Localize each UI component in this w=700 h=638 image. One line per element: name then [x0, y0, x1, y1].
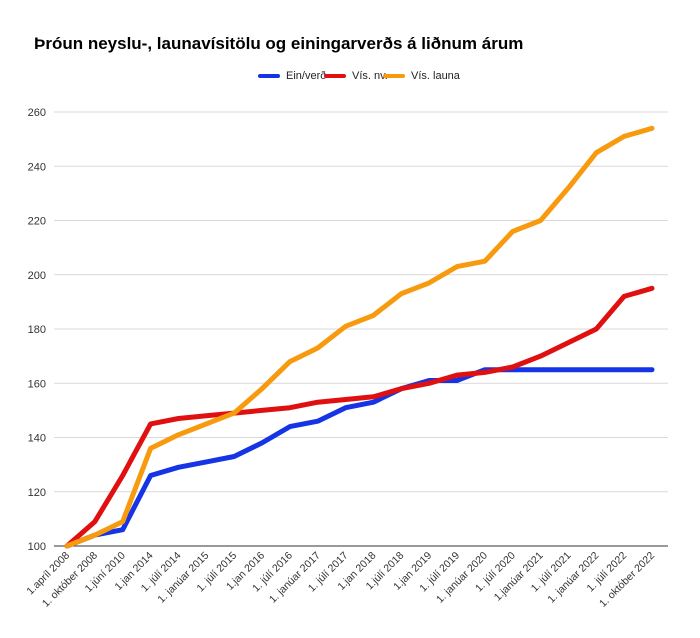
y-tick-label: 120 [28, 487, 46, 499]
legend-swatch-vis-launa [383, 74, 405, 78]
legend-label-vis-launa: Vís. launa [411, 70, 460, 82]
legend-swatch-vis-nv [324, 74, 346, 78]
legend-label-ein-verd: Ein/verð [286, 70, 327, 82]
chart-title: Þróun neyslu-, launavísitölu og einingar… [34, 34, 524, 53]
y-tick-label: 260 [28, 107, 46, 119]
y-tick-label: 200 [28, 270, 46, 282]
y-tick-label: 240 [28, 161, 46, 173]
y-tick-label: 180 [28, 324, 46, 336]
y-tick-label: 220 [28, 216, 46, 228]
chart-legend: Ein/verð Vís. nv. Vís. launa [0, 70, 700, 90]
legend-item-vis-launa[interactable]: Vís. launa [383, 70, 460, 82]
legend-item-vis-nv[interactable]: Vís. nv. [324, 70, 388, 82]
series-line-vis-nv [64, 285, 655, 549]
legend-label-vis-nv: Vís. nv. [352, 70, 388, 82]
legend-item-ein-verd[interactable]: Ein/verð [258, 70, 326, 82]
y-tick-label: 160 [28, 378, 46, 390]
series-line-ein-ver [64, 367, 655, 549]
legend-swatch-ein-verd [258, 74, 280, 78]
y-tick-label: 100 [28, 541, 46, 553]
series-line-vis-launa [64, 125, 655, 549]
y-tick-label: 140 [28, 433, 46, 445]
